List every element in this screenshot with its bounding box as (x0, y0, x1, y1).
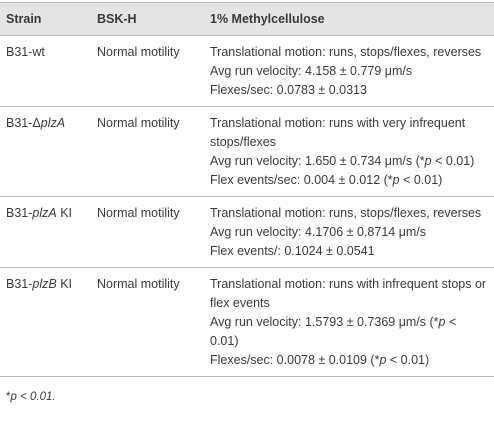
cell-line: Flexes/sec: 0.0783 ± 0.0313 (210, 81, 488, 100)
text-run: < 0.01) (431, 154, 475, 168)
text-run: Translational motion: runs, stops/flexes… (210, 45, 482, 59)
column-header: Strain (0, 2, 91, 36)
text-run: p (392, 173, 400, 187)
table-row: B31-plzB KI Normal motility Translational … (0, 267, 494, 377)
bskh-cell: Normal motility (91, 267, 204, 377)
cell-line: Avg run velocity: 4.1706 ± 0.8714 μm/s (210, 223, 488, 242)
table-row: B31-plzA KI Normal motility Translational … (0, 196, 494, 268)
text-run: plzA (32, 206, 57, 220)
text-run: Avg run velocity: 4.158 ± 0.779 μm/s (210, 64, 413, 78)
text-run: < 0.01) (210, 315, 457, 348)
footnote: *p < 0.01. (6, 391, 494, 403)
text-run: KI (56, 206, 73, 220)
methylcellulose-cell: Translational motion: runs with very inf… (204, 106, 494, 197)
cell-line: Translational motion: runs with infreque… (210, 275, 488, 313)
column-header: 1% Methylcellulose (204, 2, 494, 36)
bskh-cell: Normal motility (91, 106, 204, 197)
strain-cell: B31-plzB KI (0, 267, 91, 377)
strain-cell: B31-plzA KI (0, 196, 91, 268)
text-run: Avg run velocity: 1.5793 ± 0.7369 μm/s (… (210, 315, 439, 329)
text-run: B31- (6, 277, 33, 291)
text-run: p < 0.01. (10, 391, 56, 403)
table-row: B31-ΔplzA Normal motility Translational mo… (0, 106, 494, 197)
text-run: * (6, 391, 11, 403)
bskh-cell: Normal motility (91, 35, 204, 107)
text-run: B31- (6, 206, 33, 220)
text-run: p (379, 353, 387, 367)
strain-cell: B31-wt (0, 35, 91, 107)
text-run: Translational motion: runs with very inf… (210, 116, 466, 149)
column-header: BSK-H (91, 2, 204, 36)
table: Strain BSK-H 1% Methylcellulose B31-wt Norm… (0, 2, 494, 377)
text-run: p (424, 154, 432, 168)
text-run: B31-wt (6, 45, 45, 59)
text-run: Flexes/sec: 0.0078 ± 0.0109 (* (210, 353, 380, 367)
table-row: B31-wt Normal motility Translational motio… (0, 35, 494, 107)
bskh-cell: Normal motility (91, 196, 204, 268)
cell-line: Avg run velocity: 4.158 ± 0.779 μm/s (210, 62, 488, 81)
text-run: Avg run velocity: 4.1706 ± 0.8714 μm/s (210, 225, 427, 239)
cell-line: Flex events/: 0.1024 ± 0.0541 (210, 242, 488, 261)
text-run: plzA (40, 116, 66, 130)
text-run: p (438, 315, 446, 329)
text-run: Translational motion: runs with infreque… (210, 277, 487, 310)
cell-line: Avg run velocity: 1.650 ± 0.734 μm/s (*p… (210, 152, 488, 171)
text-run: < 0.01) (386, 353, 430, 367)
text-run: plzB (32, 277, 57, 291)
methylcellulose-cell: Translational motion: runs with infreque… (204, 267, 494, 377)
text-run: Translational motion: runs, stops/flexes… (210, 206, 482, 220)
cell-line: Flex events/sec: 0.004 ± 0.012 (*p < 0.0… (210, 171, 488, 190)
cell-line: Translational motion: runs with very inf… (210, 114, 488, 152)
text-run: KI (56, 277, 73, 291)
cell-line: Translational motion: runs, stops/flexes… (210, 204, 488, 223)
header-row: Strain BSK-H 1% Methylcellulose (0, 2, 494, 36)
strain-cell: B31-ΔplzA (0, 106, 91, 197)
text-run: Flex events/sec: 0.004 ± 0.012 (* (210, 173, 393, 187)
text-run: Flexes/sec: 0.0783 ± 0.0313 (210, 83, 367, 97)
text-run: Avg run velocity: 1.650 ± 0.734 μm/s (* (210, 154, 425, 168)
text-run: B31-Δ (6, 116, 41, 130)
cell-line: Avg run velocity: 1.5793 ± 0.7369 μm/s (… (210, 313, 488, 351)
methylcellulose-cell: Translational motion: runs, stops/flexes… (204, 196, 494, 268)
cell-line: Flexes/sec: 0.0078 ± 0.0109 (*p < 0.01) (210, 351, 488, 370)
cell-line: Translational motion: runs, stops/flexes… (210, 43, 488, 62)
text-run: < 0.01) (399, 173, 443, 187)
text-run: Flex events/: 0.1024 ± 0.0541 (210, 244, 375, 258)
methylcellulose-cell: Translational motion: runs, stops/flexes… (204, 35, 494, 107)
